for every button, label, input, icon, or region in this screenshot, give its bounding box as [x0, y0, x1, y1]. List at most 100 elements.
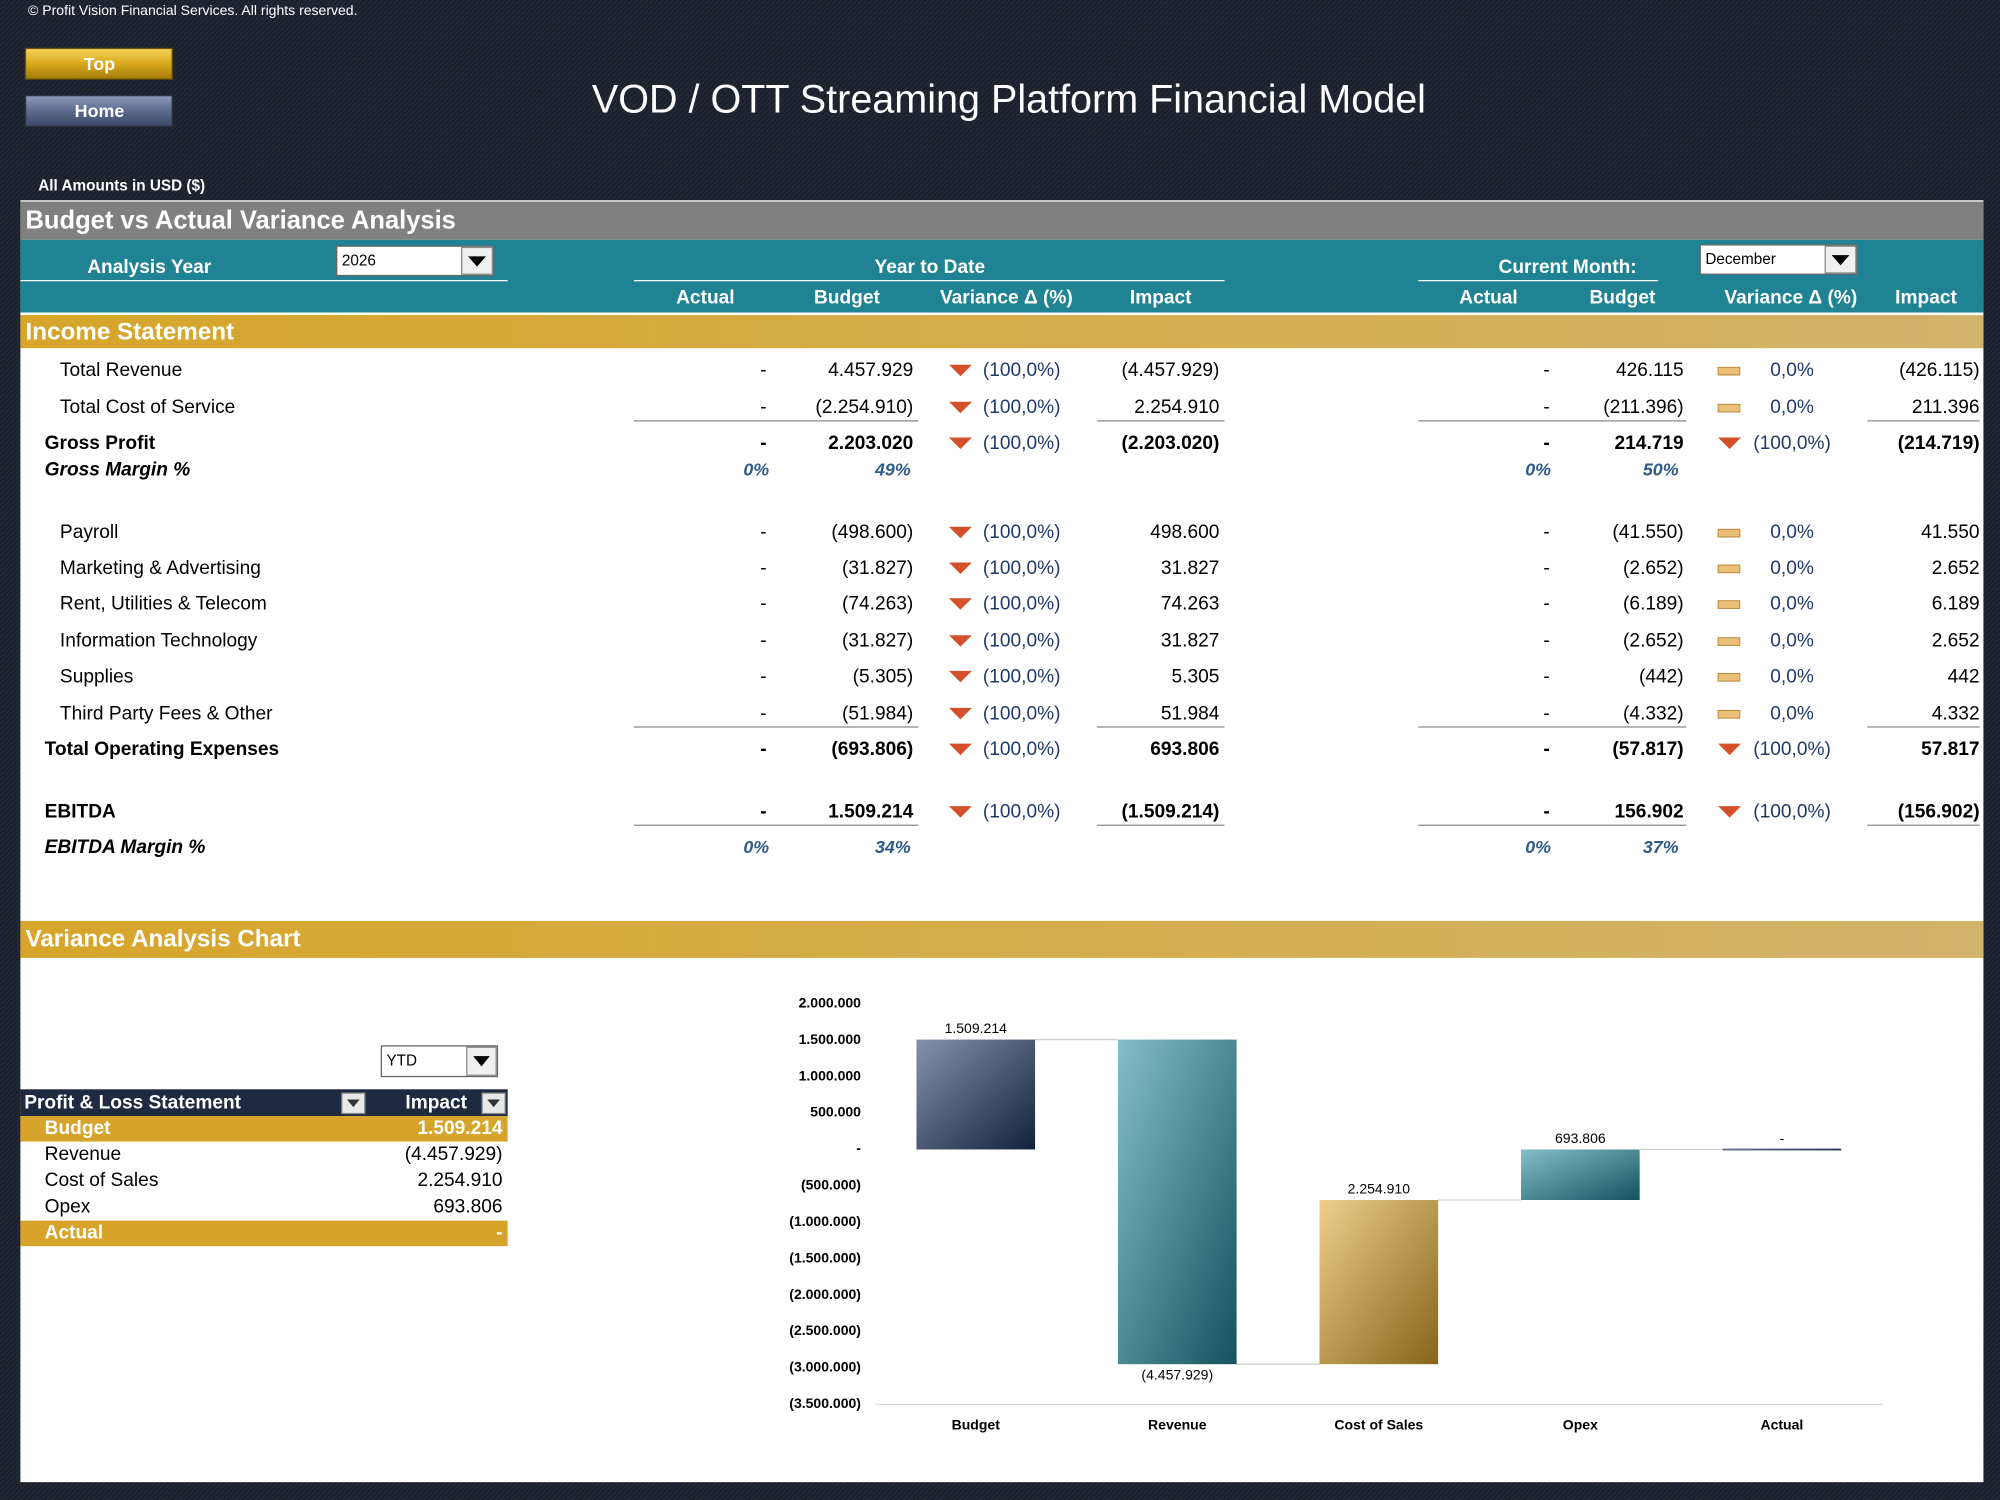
- variance-icon-down: [948, 707, 972, 720]
- chart-section-title: Variance Analysis Chart: [26, 925, 301, 952]
- dropdown-value[interactable]: 2026: [342, 253, 376, 270]
- y-tick-label: (1.500.000): [789, 1249, 861, 1265]
- margin-value: 0%: [1525, 459, 1551, 479]
- top-button[interactable]: Top: [24, 47, 173, 80]
- variance-value: (100,0%): [983, 522, 1061, 543]
- table-value: 693.806: [433, 1196, 502, 1217]
- variance-icon-flat: [1717, 366, 1741, 376]
- margin-value: 34%: [875, 837, 911, 857]
- button-face[interactable]: [24, 95, 173, 127]
- table-label: Actual: [45, 1222, 103, 1243]
- budget-value: (2.254.910): [815, 397, 913, 418]
- variance-icon-flat: [1717, 672, 1741, 682]
- row-label: Total Operating Expenses: [45, 739, 280, 760]
- actual-value: -: [760, 703, 766, 724]
- data-label: (4.457.929): [1141, 1366, 1213, 1382]
- variance-icon-down: [948, 437, 972, 449]
- dropdown-value[interactable]: YTD: [386, 1052, 417, 1069]
- income-bar: [20, 315, 1984, 349]
- x-tick-label: Cost of Sales: [1334, 1417, 1423, 1433]
- variance-value: (100,0%): [983, 558, 1061, 579]
- table-label: Revenue: [45, 1144, 122, 1165]
- x-tick-label: Opex: [1563, 1417, 1598, 1433]
- currency-note: All Amounts in USD ($): [38, 177, 205, 194]
- column-header: Budget: [1590, 288, 1656, 309]
- filter-button[interactable]: [341, 1092, 366, 1115]
- impact-value: 442: [1948, 666, 1980, 687]
- filter-button[interactable]: [481, 1092, 506, 1115]
- row-label: Total Cost of Service: [60, 397, 235, 418]
- year-dropdown[interactable]: 2026: [336, 245, 495, 277]
- table-header-cell: Profit & Loss Statement: [24, 1092, 241, 1113]
- variance-value: 0,0%: [1770, 703, 1814, 724]
- column-header: Impact: [1130, 288, 1192, 309]
- variance-value: (100,0%): [983, 594, 1061, 615]
- y-tick-label: (2.000.000): [789, 1286, 861, 1302]
- y-tick-label: 1.000.000: [799, 1067, 862, 1083]
- variance-value: 0,0%: [1770, 594, 1814, 615]
- variance-value: 0,0%: [1770, 397, 1814, 418]
- budget-value: (2.652): [1623, 631, 1684, 652]
- variance-icon-flat: [1717, 637, 1741, 646]
- variance-icon-down: [948, 670, 972, 683]
- period-dropdown[interactable]: YTD: [380, 1045, 499, 1078]
- variance-value: 0,0%: [1770, 666, 1814, 687]
- impact-value: 2.652: [1932, 631, 1980, 652]
- variance-icon-down: [948, 598, 972, 610]
- column-header: Impact: [1895, 288, 1957, 309]
- impact-value: 5.305: [1172, 666, 1220, 687]
- row-highlight: [20, 1116, 508, 1142]
- button-face[interactable]: [24, 47, 173, 80]
- row-label: EBITDA Margin %: [45, 837, 206, 858]
- column-header: Budget: [814, 288, 880, 309]
- dropdown-value[interactable]: December: [1705, 251, 1776, 268]
- bar: [916, 1039, 1036, 1150]
- variance-value: (100,0%): [983, 631, 1061, 652]
- budget-value: (693.806): [831, 739, 913, 760]
- home-button[interactable]: Home: [24, 95, 173, 127]
- button-label[interactable]: Top: [84, 54, 115, 74]
- variance-icon-flat: [1717, 564, 1741, 574]
- impact-value: 2.254.910: [1134, 397, 1219, 418]
- variance-value: (100,0%): [1753, 802, 1831, 823]
- margin-value: 50%: [1643, 459, 1679, 479]
- actual-value: -: [760, 558, 766, 579]
- margin-value: 37%: [1643, 837, 1679, 857]
- variance-icon-down: [948, 635, 972, 647]
- data-label: 1.509.214: [945, 1020, 1008, 1036]
- table-label: Opex: [45, 1196, 91, 1217]
- actual-value: -: [1543, 739, 1549, 760]
- budget-value: (4.332): [1623, 703, 1684, 724]
- table-header-cell: Impact: [405, 1092, 467, 1113]
- variance-icon-down: [948, 526, 972, 539]
- actual-value: -: [760, 433, 766, 454]
- variance-icon-down: [1718, 743, 1742, 756]
- variance-value: (100,0%): [983, 739, 1061, 760]
- row-label: Gross Profit: [45, 433, 156, 454]
- copyright: © Profit Vision Financial Services. All …: [28, 2, 357, 18]
- y-tick-label: 500.000: [810, 1104, 861, 1120]
- y-tick-label: 1.500.000: [799, 1031, 862, 1047]
- income-rows: Total Revenue - 4.457.929 (100,0%) (4.457.92…: [45, 360, 1980, 858]
- section-title: Budget vs Actual Variance Analysis: [26, 207, 456, 235]
- y-tick-label: (1.000.000): [789, 1213, 861, 1229]
- budget-value: (41.550): [1612, 522, 1683, 543]
- y-tick-label: (500.000): [801, 1177, 861, 1193]
- column-header: Variance Δ (%): [1724, 288, 1857, 309]
- table-value: 1.509.214: [417, 1118, 502, 1139]
- button-label[interactable]: Home: [75, 101, 125, 121]
- dropdown-arrow: [468, 256, 486, 267]
- variance-icon-flat: [1717, 403, 1741, 413]
- variance-value: (100,0%): [983, 802, 1061, 823]
- budget-value: (2.652): [1623, 558, 1684, 579]
- row-label: Third Party Fees & Other: [60, 703, 273, 724]
- bar: [1722, 1148, 1842, 1151]
- month-dropdown[interactable]: December: [1699, 244, 1858, 275]
- row-label: Information Technology: [60, 631, 258, 652]
- variance-value: 0,0%: [1770, 522, 1814, 543]
- y-tick-label: (3.000.000): [789, 1359, 861, 1375]
- y-tick-label: -: [856, 1140, 861, 1156]
- year-label: Analysis Year: [87, 257, 212, 278]
- waterfall-chart: 2.000.000 1.500.000 1.000.000 500.000 - (500.…: [789, 995, 1883, 1433]
- variance-value: 0,0%: [1770, 558, 1814, 579]
